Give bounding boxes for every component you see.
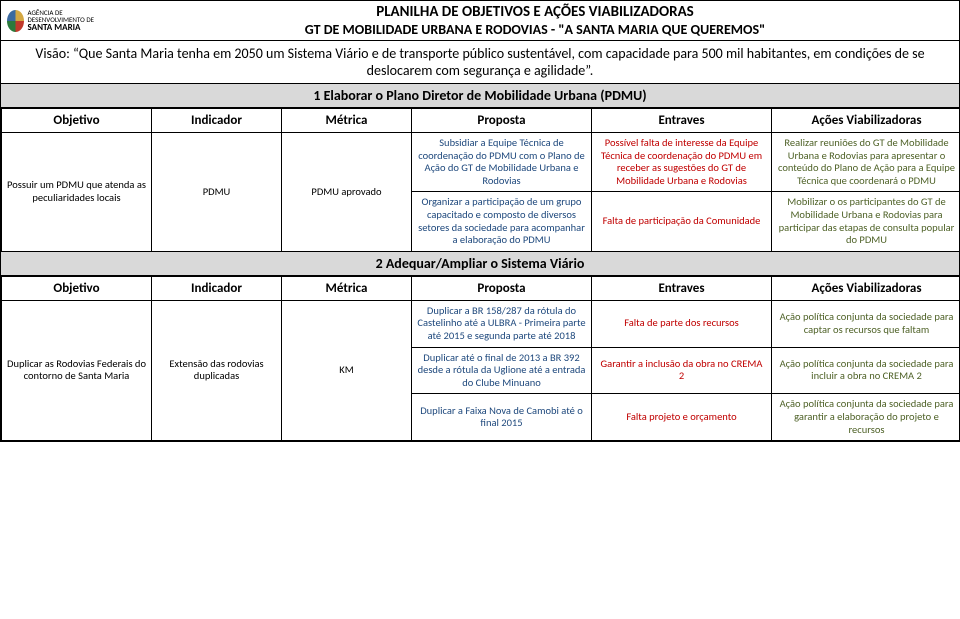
cell-indicador: PDMU	[152, 133, 282, 252]
cell-proposta: Organizar a participação de um grupo cap…	[412, 192, 592, 251]
cell-objetivo: Duplicar as Rodovias Federais do contorn…	[2, 300, 152, 440]
section-2-table: Objetivo Indicador Métrica Proposta Entr…	[1, 276, 960, 441]
cell-proposta: Duplicar até o final de 2013 a BR 392 de…	[412, 347, 592, 394]
table-row: Duplicar as Rodovias Federais do contorn…	[2, 300, 960, 347]
logo-line1: AGÊNCIA DE DESENVOLVIMENTO DE	[28, 9, 106, 23]
th-indicador: Indicador	[152, 109, 282, 133]
th-indicador: Indicador	[152, 276, 282, 300]
cell-acoes: Ação política conjunta da sociedade para…	[772, 300, 960, 347]
logo-text: AGÊNCIA DE DESENVOLVIMENTO DE SANTA MARI…	[28, 9, 106, 32]
cell-proposta: Duplicar a Faixa Nova de Camobi até o fi…	[412, 394, 592, 441]
logo-line2: SANTA MARIA	[28, 23, 106, 32]
cell-proposta: Subsidiar a Equipe Técnica de coordenaçã…	[412, 133, 592, 192]
cell-entraves: Falta de participação da Comunidade	[592, 192, 772, 251]
cell-metrica: KM	[282, 300, 412, 440]
th-entraves: Entraves	[592, 276, 772, 300]
table-header-row: Objetivo Indicador Métrica Proposta Entr…	[2, 276, 960, 300]
section-1-header: 1 Elaborar o Plano Diretor de Mobilidade…	[1, 84, 959, 108]
cell-metrica: PDMU aprovado	[282, 133, 412, 252]
logo: AGÊNCIA DE DESENVOLVIMENTO DE SANTA MARI…	[1, 5, 111, 36]
cell-proposta: Duplicar a BR 158/287 da rótula do Caste…	[412, 300, 592, 347]
cell-entraves: Falta de parte dos recursos	[592, 300, 772, 347]
cell-acoes: Realizar reuniões do GT de Mobilidade Ur…	[772, 133, 960, 192]
cell-indicador: Extensão das rodovias duplicadas	[152, 300, 282, 440]
cell-acoes: Mobilizar o os participantes do GT de Mo…	[772, 192, 960, 251]
th-proposta: Proposta	[412, 109, 592, 133]
th-acoes: Ações Viabilizadoras	[772, 109, 960, 133]
header-row: AGÊNCIA DE DESENVOLVIMENTO DE SANTA MARI…	[1, 1, 959, 41]
cell-entraves: Falta projeto e orçamento	[592, 394, 772, 441]
cell-entraves: Possível falta de interesse da Equipe Té…	[592, 133, 772, 192]
th-objetivo: Objetivo	[2, 276, 152, 300]
th-entraves: Entraves	[592, 109, 772, 133]
section-2-header: 2 Adequar/Ampliar o Sistema Viário	[1, 252, 959, 276]
th-proposta: Proposta	[412, 276, 592, 300]
doc-title-1: PLANILHA DE OBJETIVOS E AÇÕES VIABILIZAD…	[111, 1, 959, 21]
title-block: PLANILHA DE OBJETIVOS E AÇÕES VIABILIZAD…	[111, 1, 959, 40]
cell-objetivo: Possuir um PDMU que atenda as peculiarid…	[2, 133, 152, 252]
th-acoes: Ações Viabilizadoras	[772, 276, 960, 300]
doc-title-2: GT DE MOBILIDADE URBANA E RODOVIAS - "A …	[111, 21, 959, 40]
document-page: AGÊNCIA DE DESENVOLVIMENTO DE SANTA MARI…	[0, 0, 960, 442]
logo-icon	[7, 10, 24, 32]
cell-acoes: Ação política conjunta da sociedade para…	[772, 347, 960, 394]
th-metrica: Métrica	[282, 276, 412, 300]
th-metrica: Métrica	[282, 109, 412, 133]
th-objetivo: Objetivo	[2, 109, 152, 133]
table-row: Possuir um PDMU que atenda as peculiarid…	[2, 133, 960, 192]
cell-acoes: Ação política conjunta da sociedade para…	[772, 394, 960, 441]
section-1-table: Objetivo Indicador Métrica Proposta Entr…	[1, 108, 960, 252]
table-header-row: Objetivo Indicador Métrica Proposta Entr…	[2, 109, 960, 133]
cell-entraves: Garantir a inclusão da obra no CREMA 2	[592, 347, 772, 394]
vision-text: Visão: “Que Santa Maria tenha em 2050 um…	[1, 41, 959, 84]
